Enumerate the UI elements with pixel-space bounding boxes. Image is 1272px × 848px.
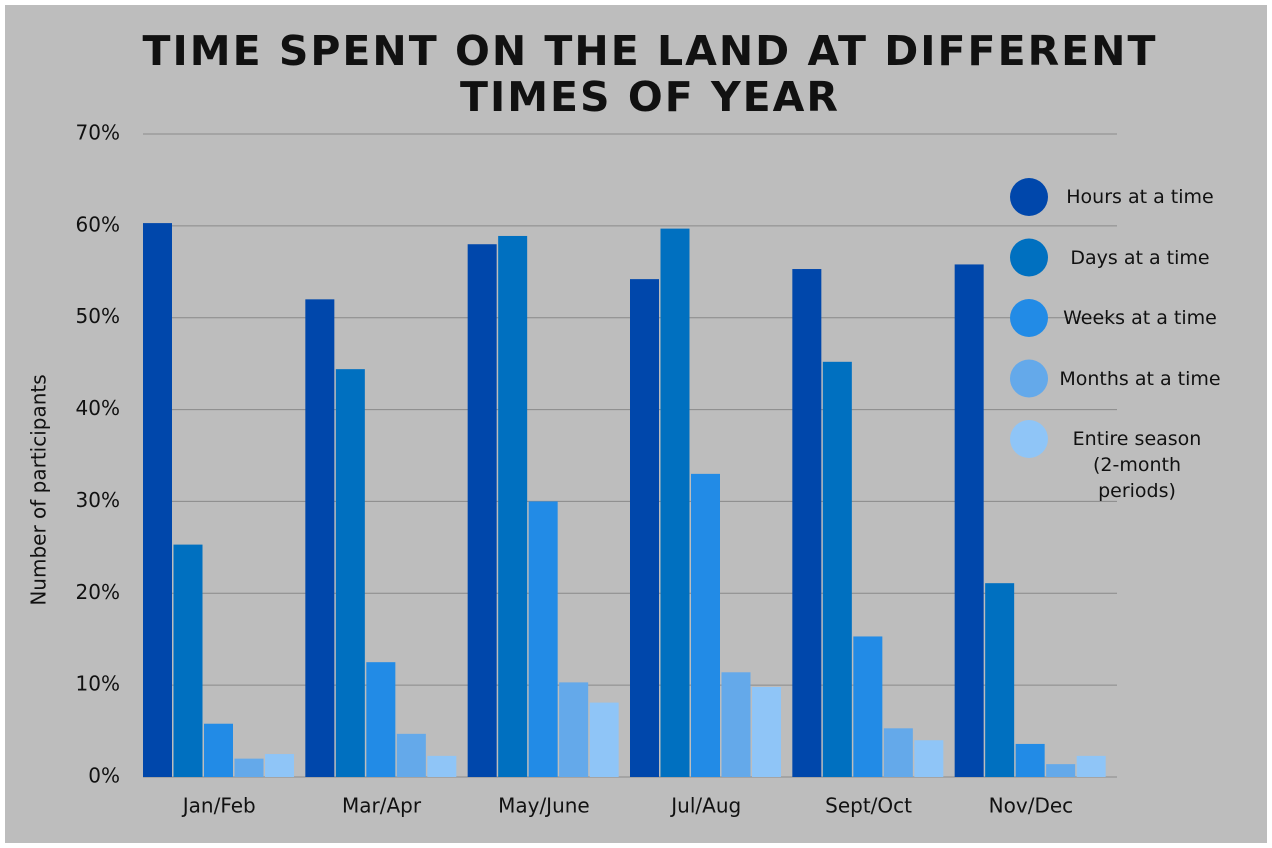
bar <box>660 228 690 777</box>
bar <box>204 723 233 777</box>
bar <box>1015 743 1045 777</box>
legend-swatch <box>1010 420 1048 458</box>
bar <box>630 279 659 777</box>
bar <box>335 369 365 777</box>
legend-label: Entire season (2-month periods) <box>1072 428 1202 502</box>
bar <box>752 686 781 777</box>
x-tick-label: Mar/Apr <box>342 794 422 818</box>
y-tick-label: 30% <box>76 488 120 512</box>
bar <box>427 755 457 777</box>
bar <box>853 636 883 777</box>
bar <box>234 758 264 777</box>
legend-label: Hours at a time <box>1066 186 1214 208</box>
x-tick-label: Sept/Oct <box>825 794 912 818</box>
bar <box>883 728 913 777</box>
y-tick-label: 0% <box>88 764 120 788</box>
y-tick-label: 40% <box>76 396 120 420</box>
y-tick-label: 50% <box>76 304 120 328</box>
bar <box>498 235 528 777</box>
y-tick-label: 20% <box>76 580 120 604</box>
bar <box>528 501 558 777</box>
bar <box>366 662 396 777</box>
bar <box>985 583 1015 777</box>
bar <box>822 361 852 777</box>
legend-swatch <box>1010 299 1048 337</box>
bar <box>954 264 984 777</box>
y-tick-label: 60% <box>76 212 120 236</box>
bar <box>396 733 426 777</box>
legend-label: Months at a time <box>1059 367 1221 390</box>
bar <box>721 672 751 777</box>
bar <box>467 244 497 777</box>
bar <box>792 269 822 777</box>
legend-label: Days at a time <box>1070 246 1210 269</box>
chart-title: TIME SPENT ON THE LAND AT DIFFERENT TIME… <box>142 27 1158 121</box>
bar <box>265 754 294 777</box>
bar <box>1076 755 1106 777</box>
x-tick-label: Jul/Aug <box>669 794 741 818</box>
legend-swatch <box>1010 359 1048 398</box>
bar <box>305 299 335 777</box>
y-tick-label: 70% <box>76 121 120 145</box>
legend-swatch <box>1010 178 1048 216</box>
x-tick-label: Nov/Dec <box>989 794 1073 818</box>
y-tick-label: 10% <box>76 672 120 696</box>
legend-swatch <box>1010 238 1048 277</box>
x-tick-label: May/June <box>498 794 590 818</box>
bar <box>143 223 172 777</box>
bar <box>914 740 944 777</box>
bar <box>559 682 589 777</box>
bar <box>173 544 203 777</box>
legend-label: Weeks at a time <box>1063 307 1217 329</box>
bar <box>589 702 619 777</box>
x-tick-label: Jan/Feb <box>181 794 256 818</box>
bar <box>1046 764 1076 777</box>
y-axis-label: Number of participants <box>27 374 51 605</box>
bar <box>691 473 720 777</box>
